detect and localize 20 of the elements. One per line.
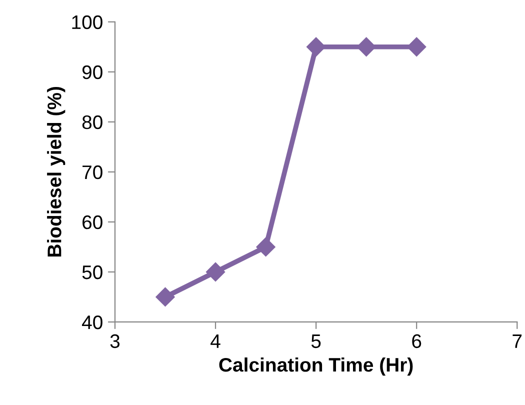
y-axis-title: Biodiesel yield (%)	[47, 86, 66, 257]
y-tick-label: 80	[82, 115, 102, 130]
x-tick-label: 3	[110, 334, 120, 348]
point	[407, 37, 426, 56]
y-tick-label: 60	[82, 215, 102, 230]
point	[306, 37, 326, 56]
point	[156, 287, 175, 306]
point	[206, 262, 226, 282]
y-tick-label: 90	[82, 65, 102, 80]
y-tick-label: 100	[72, 15, 102, 30]
y-tick-label: 70	[82, 165, 102, 180]
y-tick-label: 40	[82, 315, 102, 330]
point	[356, 37, 376, 56]
y-tick-label: 50	[82, 265, 102, 280]
x-tick-label: 5	[311, 334, 321, 348]
x-axis-title: Calcination Time (Hr)	[219, 357, 413, 376]
point	[256, 237, 276, 256]
x-tick-label: 4	[210, 334, 220, 348]
x-tick-label: 7	[512, 334, 522, 348]
x-tick-label: 6	[412, 334, 422, 348]
